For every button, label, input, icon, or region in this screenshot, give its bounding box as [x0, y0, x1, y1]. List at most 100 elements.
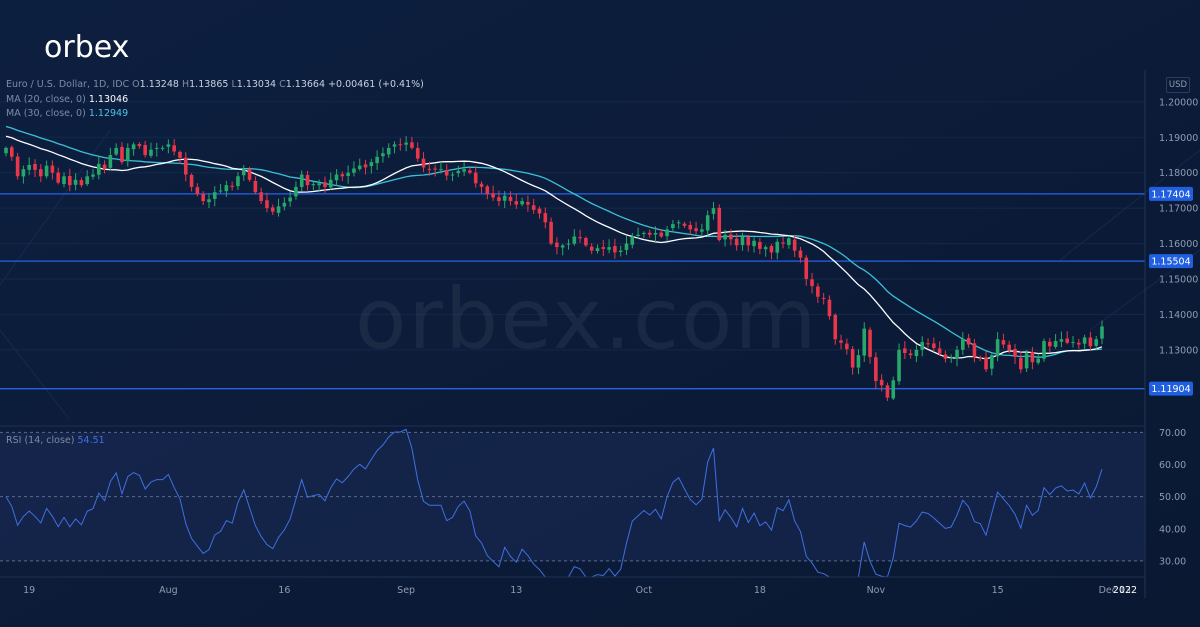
candle-body [595, 248, 600, 252]
candle-body [949, 357, 954, 359]
candle-body [282, 202, 287, 207]
candle-body [711, 208, 716, 214]
candle-body [218, 190, 223, 192]
candle-body [827, 299, 832, 317]
rsi-tick-label: 50.00 [1159, 492, 1186, 503]
candle-body [897, 349, 901, 382]
low-label: L [231, 79, 237, 90]
candle-body [578, 237, 582, 239]
low-value: 1.13034 [236, 79, 277, 90]
candle-body [792, 239, 797, 251]
candle-body [613, 245, 617, 253]
candle-body [305, 174, 310, 186]
candle-body [149, 149, 153, 156]
candle-body [891, 380, 896, 399]
candle-body [833, 314, 838, 340]
candle-body [1071, 342, 1075, 344]
candle-body [421, 158, 426, 168]
candle-body [85, 176, 89, 185]
candle-body [369, 162, 374, 167]
close-value: 1.13664 [285, 79, 326, 90]
ma20-label: MA (20, close, 0) [6, 94, 86, 105]
candles [4, 136, 1104, 402]
candle-body [839, 340, 843, 343]
time-tick-label: 13 [510, 585, 522, 596]
candle-body [531, 205, 536, 210]
candle-body [427, 168, 432, 170]
candle-body [705, 215, 710, 231]
price-tick-label: 1.13000 [1159, 345, 1198, 356]
time-tick-label: 15 [992, 585, 1004, 596]
candle-body [1007, 344, 1012, 350]
candle-body [189, 174, 194, 187]
candle-body [787, 238, 791, 245]
candle-body [514, 201, 519, 205]
candle-body [647, 232, 652, 235]
candle-body [781, 242, 785, 244]
candle-body [671, 224, 675, 229]
candle-body [653, 232, 658, 235]
candle-body [990, 355, 994, 369]
high-value: 1.13865 [189, 79, 229, 90]
candle-body [763, 247, 768, 250]
candle-body [381, 153, 385, 157]
candle-body [932, 343, 936, 349]
candle-body [1024, 353, 1029, 369]
candle-body [555, 242, 559, 248]
level-tag [1149, 186, 1193, 201]
candle-body [688, 224, 693, 230]
candle-body [91, 174, 95, 177]
candle-body [572, 236, 577, 244]
candle-body [67, 176, 72, 186]
candle-body [1019, 358, 1023, 370]
candle-body [363, 164, 368, 168]
candle-body [247, 168, 252, 180]
candle-body [804, 257, 809, 279]
rsi-label: RSI (14, close) [6, 435, 75, 446]
candle-body [566, 243, 571, 245]
candle-body [288, 197, 292, 202]
candle-body [1030, 352, 1035, 363]
candle-body [143, 144, 147, 156]
candle-body [439, 169, 443, 171]
candle-body [1100, 326, 1104, 339]
candle-body [914, 349, 919, 357]
candle-body [120, 146, 124, 163]
time-tick-label: Sep [397, 585, 415, 596]
candle-body [1077, 342, 1081, 345]
candle-body [752, 240, 756, 247]
candle-body [183, 157, 188, 175]
candle-body [346, 172, 350, 177]
symbol-name: Euro / U.S. Dollar, 1D, IDC [6, 79, 130, 90]
candle-body [265, 200, 269, 209]
candle-body [410, 142, 414, 148]
candle-body [775, 241, 780, 253]
candle-body [96, 163, 101, 175]
candle-body [433, 168, 437, 170]
candle-body [740, 236, 745, 246]
candle-body [729, 234, 733, 240]
candle-body [676, 222, 681, 224]
candle-body [21, 169, 26, 177]
candle-body [62, 176, 66, 185]
candle-body [114, 147, 118, 155]
candle-body [154, 147, 159, 149]
candle-body [746, 237, 751, 246]
candle-body [636, 234, 640, 236]
candle-body [1059, 339, 1064, 342]
candle-body [1094, 339, 1098, 346]
candle-body [589, 246, 594, 251]
candle-body [311, 184, 316, 186]
candle-body [937, 348, 942, 354]
time-tick-label: Dec [1099, 585, 1117, 596]
currency-badge[interactable]: USD [1166, 77, 1190, 93]
price-axis: 1.20000 1.19000 1.18000 1.17000 1.16000 1.150… [1159, 97, 1198, 356]
candle-body [137, 144, 142, 147]
price-tick-label: 1.14000 [1159, 310, 1198, 321]
candle-body [961, 339, 965, 350]
ma30-value: 1.12949 [88, 108, 129, 119]
candle-body [491, 193, 495, 198]
candle-body [33, 164, 37, 170]
